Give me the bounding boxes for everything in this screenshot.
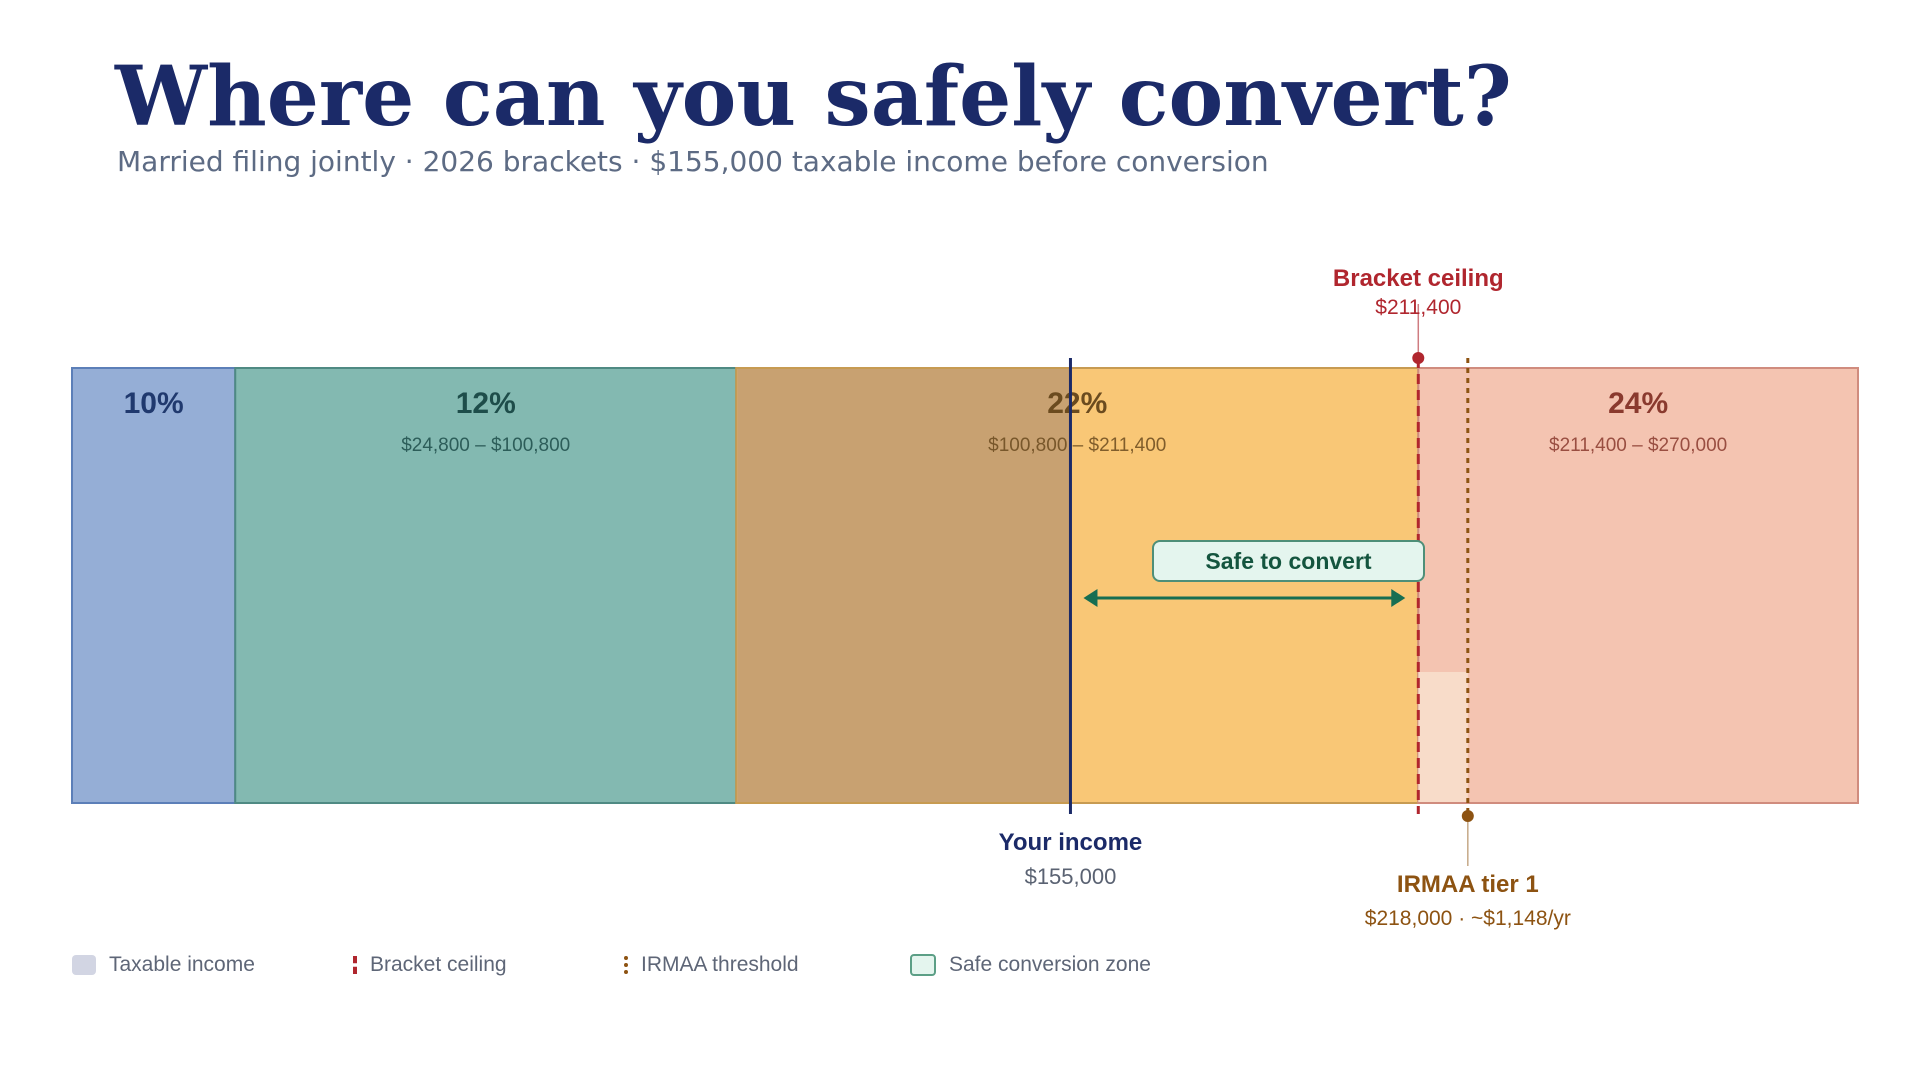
safe-zone-arrow-right xyxy=(1391,589,1406,607)
bracket-rate-label-24: 24% xyxy=(1608,387,1668,420)
legend-label-income: Taxable income xyxy=(109,953,255,976)
bracket-rate-label-22: 22% xyxy=(1047,387,1107,420)
irmaa-threshold-label: IRMAA tier 1 xyxy=(1397,871,1539,898)
legend-label-irmaa: IRMAA threshold xyxy=(641,953,799,976)
legend-label-safe: Safe conversion zone xyxy=(949,953,1151,976)
legend-swatch-irmaa xyxy=(624,956,628,974)
bracket-segment-24 xyxy=(1417,367,1859,804)
bracket-ceiling-dot xyxy=(1412,352,1425,364)
bracket-rate-label-10: 10% xyxy=(124,387,184,420)
page-subtitle: Married filing jointly · 2026 brackets ·… xyxy=(117,145,1269,178)
irmaa-band xyxy=(1418,672,1468,802)
irmaa-threshold-dot xyxy=(1461,810,1474,822)
legend-swatch-ceiling xyxy=(353,956,357,974)
bracket-ceiling-value: $211,400 xyxy=(1375,296,1461,319)
bracket-rate-label-12: 12% xyxy=(456,387,516,420)
legend-swatch-income xyxy=(72,955,96,975)
legend-item-irmaa: IRMAA threshold xyxy=(624,950,799,980)
bracket-range-label-22: $100,800 – $211,400 xyxy=(988,435,1166,456)
legend-item-income: Taxable income xyxy=(72,950,255,980)
bracket-segment-10 xyxy=(71,367,237,804)
safe-zone-arrow-left xyxy=(1083,589,1098,607)
irmaa-threshold-value: $218,000 · ~$1,148/yr xyxy=(1365,907,1571,930)
legend-item-ceiling: Bracket ceiling xyxy=(353,950,507,980)
safe-zone-label: Safe to convert xyxy=(1205,548,1371,574)
legend-label-ceiling: Bracket ceiling xyxy=(370,953,507,976)
legend-swatch-safe xyxy=(910,954,936,976)
page-title: Where can you safely convert? xyxy=(115,49,1512,145)
income-marker-value: $155,000 xyxy=(1025,864,1117,889)
income-marker-label: Your income xyxy=(999,829,1143,856)
bracket-range-label-12: $24,800 – $100,800 xyxy=(401,435,570,456)
safe-zone-label-box xyxy=(1152,540,1425,582)
taxable-income-fill xyxy=(737,369,1071,802)
legend-item-safe: Safe conversion zone xyxy=(910,950,1151,980)
bracket-segment-12 xyxy=(234,367,738,804)
bracket-range-label-24: $211,400 – $270,000 xyxy=(1549,435,1727,456)
bracket-ceiling-label: Bracket ceiling xyxy=(1333,265,1504,292)
